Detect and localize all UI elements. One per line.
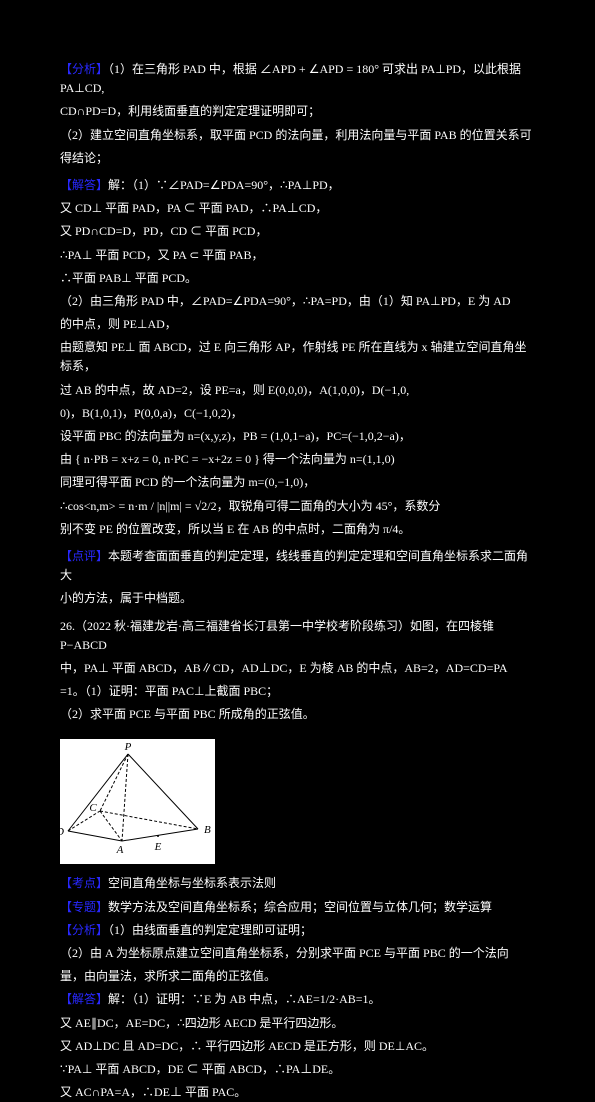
solution-2-text-2: 又 AD⊥DC 且 AD=DC，∴ 平行四边形 AECD 是正方形，则 DE⊥A… xyxy=(60,1037,535,1056)
solution-1-text-14: 别不变 PE 的位置改变，所以当 E 在 AB 的中点时，二面角为 π/4。 xyxy=(60,520,535,539)
solution-1-text-5: （2）由三角形 PAD 中，∠PAD=∠PDA=90°，∴PA=PD，由（1）知… xyxy=(60,292,535,311)
solution-2-text-4: 又 AC∩PA=A，∴DE⊥ 平面 PAC。 xyxy=(60,1083,535,1102)
analysis-1-label: 【分析】 xyxy=(60,62,108,76)
kaodian-label: 【考点】 xyxy=(60,876,108,890)
analysis-1-text-2: （2）建立空间直角坐标系，取平面 PCD 的法向量，利用法向量与平面 PAB 的… xyxy=(60,126,535,145)
diagram-label-c: C xyxy=(89,802,97,814)
diagram-label-b: B xyxy=(204,824,211,836)
comment-1: 【点评】本题考查面面垂直的判定定理，线线垂直的判定定理和空间直角坐标系求二面角大… xyxy=(60,547,535,609)
solution-1-text-10: 设平面 PBC 的法向量为 n=(x,y,z)，PB = (1,0,1−a)，P… xyxy=(60,427,535,446)
diagram-label-a: A xyxy=(116,844,124,856)
tags-block: 【考点】空间直角坐标与坐标系表示法则 【专题】数学方法及空间直角坐标系；综合应用… xyxy=(60,874,535,1102)
analysis-2-text-1: （2）由 A 为坐标原点建立空间直角坐标系，分别求平面 PCE 与平面 PBC … xyxy=(60,944,535,963)
zhuanti-label: 【专题】 xyxy=(60,900,108,914)
solution-1-label: 【解答】 xyxy=(60,178,108,192)
solution-1-text-4: ∴平面 PAB⊥ 平面 PCD。 xyxy=(60,269,535,288)
analysis-2-text-2: 量，由向量法，求所求二面角的正弦值。 xyxy=(60,967,535,986)
diagram-label-e: E xyxy=(154,841,162,853)
solution-1: 【解答】解：（1）∵∠PAD=∠PDA=90°，∴PA⊥PD， 又 CD⊥ 平面… xyxy=(60,176,535,539)
analysis-2-label: 【分析】 xyxy=(60,923,108,937)
solution-1-text-12: 同理可得平面 PCD 的一个法向量为 m=(0,−1,0)， xyxy=(60,473,535,492)
comment-1-label: 【点评】 xyxy=(60,549,108,563)
analysis-1-text-0: （1）在三角形 PAD 中，根据 ∠APD + ∠APD = 180° 可求出 … xyxy=(60,62,521,95)
analysis-2-text-0: （1）由线面垂直的判定定理即可证明； xyxy=(108,923,312,937)
solution-1-text-2: 又 PD∩CD=D，PD，CD ⊂ 平面 PCD， xyxy=(60,222,535,241)
solution-2-text-3: ∵PA⊥ 平面 ABCD，DE ⊂ 平面 ABCD，∴PA⊥DE。 xyxy=(60,1060,535,1079)
analysis-1-text-1: CD∩PD=D，利用线面垂直的判定定理证明即可； xyxy=(60,102,535,121)
solution-1-text-9: 0)，B(1,0,1)，P(0,0,a)，C(−1,0,2)， xyxy=(60,404,535,423)
analysis-1: 【分析】（1）在三角形 PAD 中，根据 ∠APD + ∠APD = 180° … xyxy=(60,60,535,168)
problem-line-3: （2）求平面 PCE 与平面 PBC 所成角的正弦值。 xyxy=(60,705,535,724)
solution-1-text-6: 的中点，则 PE⊥AD， xyxy=(60,315,535,334)
problem-line-0: 26.（2022 秋·福建龙岩·高三福建省长汀县第一中学校考阶段练习）如图，在四… xyxy=(60,617,535,655)
pyramid-diagram: P D C A E B xyxy=(60,739,215,864)
solution-1-text-0: 解：（1）∵∠PAD=∠PDA=90°，∴PA⊥PD， xyxy=(108,178,340,192)
diagram-label-d: D xyxy=(60,826,64,838)
comment-1-text-1: 小的方法，属于中档题。 xyxy=(60,589,535,608)
problem-statement: 26.（2022 秋·福建龙岩·高三福建省长汀县第一中学校考阶段练习）如图，在四… xyxy=(60,617,535,725)
kaodian-text: 空间直角坐标与坐标系表示法则 xyxy=(108,876,276,890)
solution-1-text-13: ∴cos<n,m> = n·m / |n||m| = √2/2，取锐角可得二面角… xyxy=(60,497,535,516)
solution-1-text-11: 由 { n·PB = x+z = 0, n·PC = −x+2z = 0 } 得… xyxy=(60,450,535,469)
solution-1-text-1: 又 CD⊥ 平面 PAD，PA ⊂ 平面 PAD，∴PA⊥CD， xyxy=(60,199,535,218)
problem-line-2: =1。（1）证明：平面 PAC⊥上截面 PBC； xyxy=(60,682,535,701)
solution-2-text-1: 又 AE∥DC，AE=DC，∴四边形 AECD 是平行四边形。 xyxy=(60,1014,535,1033)
solution-1-text-3: ∴PA⊥ 平面 PCD，又 PA ⊂ 平面 PAB， xyxy=(60,246,535,265)
solution-1-text-7: 由题意知 PE⊥ 面 ABCD，过 E 向三角形 AP，作射线 PE 所在直线为… xyxy=(60,338,535,376)
diagram-label-p: P xyxy=(124,741,132,753)
solution-2-text-0: 解：（1）证明：∵E 为 AB 中点，∴AE=1/2·AB=1。 xyxy=(108,992,381,1006)
solution-2-label: 【解答】 xyxy=(60,992,108,1006)
comment-1-text-0: 本题考查面面垂直的判定定理，线线垂直的判定定理和空间直角坐标系求二面角大 xyxy=(60,549,528,582)
solution-1-text-8: 过 AB 的中点，故 AD=2，设 PE=a，则 E(0,0,0)，A(1,0,… xyxy=(60,381,535,400)
problem-line-1: 中，PA⊥ 平面 ABCD，AB∥CD，AD⊥DC，E 为棱 AB 的中点，AB… xyxy=(60,659,535,678)
zhuanti-text: 数学方法及空间直角坐标系；综合应用；空间位置与立体几何；数学运算 xyxy=(108,900,492,914)
analysis-1-text-3: 得结论； xyxy=(60,149,535,168)
